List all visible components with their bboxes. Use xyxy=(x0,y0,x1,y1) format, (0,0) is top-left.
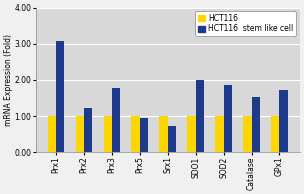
Bar xyxy=(132,116,140,152)
Bar xyxy=(271,116,279,152)
Bar xyxy=(140,118,148,152)
Legend: HCT116, HCT116  stem like cell: HCT116, HCT116 stem like cell xyxy=(195,11,296,36)
Bar xyxy=(159,116,168,152)
Bar xyxy=(224,85,232,152)
Bar xyxy=(112,88,120,152)
Bar xyxy=(168,126,176,152)
Bar xyxy=(279,90,288,152)
Bar xyxy=(84,108,92,152)
Bar xyxy=(56,41,64,152)
Y-axis label: mRNA Expression (Fold): mRNA Expression (Fold) xyxy=(4,34,13,126)
Bar xyxy=(215,116,224,152)
Bar xyxy=(104,116,112,152)
Bar xyxy=(76,116,84,152)
Bar xyxy=(187,116,196,152)
Bar xyxy=(196,80,204,152)
Bar xyxy=(48,116,56,152)
Bar xyxy=(251,97,260,152)
Bar xyxy=(243,116,251,152)
